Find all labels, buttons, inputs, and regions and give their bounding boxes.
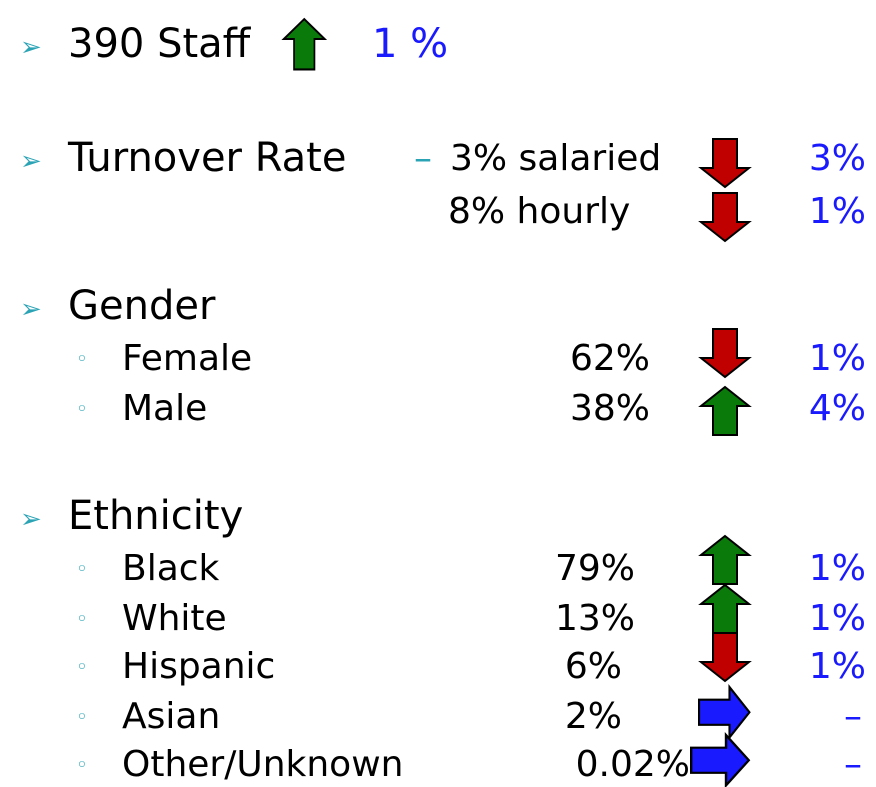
down-arrow bbox=[700, 138, 750, 188]
up-arrow bbox=[700, 535, 750, 585]
rate: 3% salaried bbox=[450, 138, 661, 179]
heading: Gender bbox=[68, 283, 216, 329]
bullet: ➢ bbox=[20, 33, 42, 63]
row-value: 38% bbox=[570, 388, 650, 429]
change: 1% bbox=[809, 338, 866, 379]
down-arrow bbox=[700, 192, 750, 242]
bullet: ➢ bbox=[20, 505, 42, 535]
row-name: Asian bbox=[122, 696, 220, 737]
sub-bullet: ◦ bbox=[76, 655, 88, 679]
row-name: White bbox=[122, 598, 227, 639]
row-value: 2% bbox=[565, 696, 622, 737]
change: 3% bbox=[809, 138, 866, 179]
change: 1% bbox=[809, 191, 866, 232]
row-value: 0.02% bbox=[576, 744, 690, 785]
change: – bbox=[844, 696, 862, 737]
right-arrow bbox=[690, 733, 750, 787]
change: – bbox=[844, 744, 862, 785]
row-value: 6% bbox=[565, 646, 622, 687]
sub-bullet: ◦ bbox=[76, 705, 88, 729]
sub-bullet: ◦ bbox=[76, 753, 88, 777]
row-name: Male bbox=[122, 388, 207, 429]
sub-bullet: ◦ bbox=[76, 607, 88, 631]
change: 4% bbox=[809, 388, 866, 429]
down-arrow bbox=[700, 632, 750, 682]
row-name: Hispanic bbox=[122, 646, 275, 687]
bullet: ➢ bbox=[20, 147, 42, 177]
change: 1 % bbox=[372, 21, 448, 67]
sub-bullet: ◦ bbox=[76, 347, 88, 371]
rate: 8% hourly bbox=[448, 191, 630, 232]
heading: Ethnicity bbox=[68, 493, 243, 539]
up-arrow bbox=[282, 17, 326, 71]
row-name: Black bbox=[122, 548, 220, 589]
separator: – bbox=[414, 138, 432, 179]
change: 1% bbox=[809, 548, 866, 589]
sub-bullet: ◦ bbox=[76, 557, 88, 581]
bullet: ➢ bbox=[20, 295, 42, 325]
right-arrow bbox=[697, 685, 751, 739]
row-value: 79% bbox=[555, 548, 635, 589]
row-name: Female bbox=[122, 338, 252, 379]
row-value: 13% bbox=[555, 598, 635, 639]
change: 1% bbox=[809, 598, 866, 639]
sub-bullet: ◦ bbox=[76, 397, 88, 421]
heading: Turnover Rate bbox=[67, 135, 346, 181]
down-arrow bbox=[700, 328, 750, 378]
staff-count: 390 Staff bbox=[68, 21, 252, 67]
row-value: 62% bbox=[570, 338, 650, 379]
change: 1% bbox=[809, 646, 866, 687]
up-arrow bbox=[700, 386, 750, 436]
up-arrow bbox=[700, 584, 750, 634]
row-name: Other/Unknown bbox=[122, 744, 403, 785]
